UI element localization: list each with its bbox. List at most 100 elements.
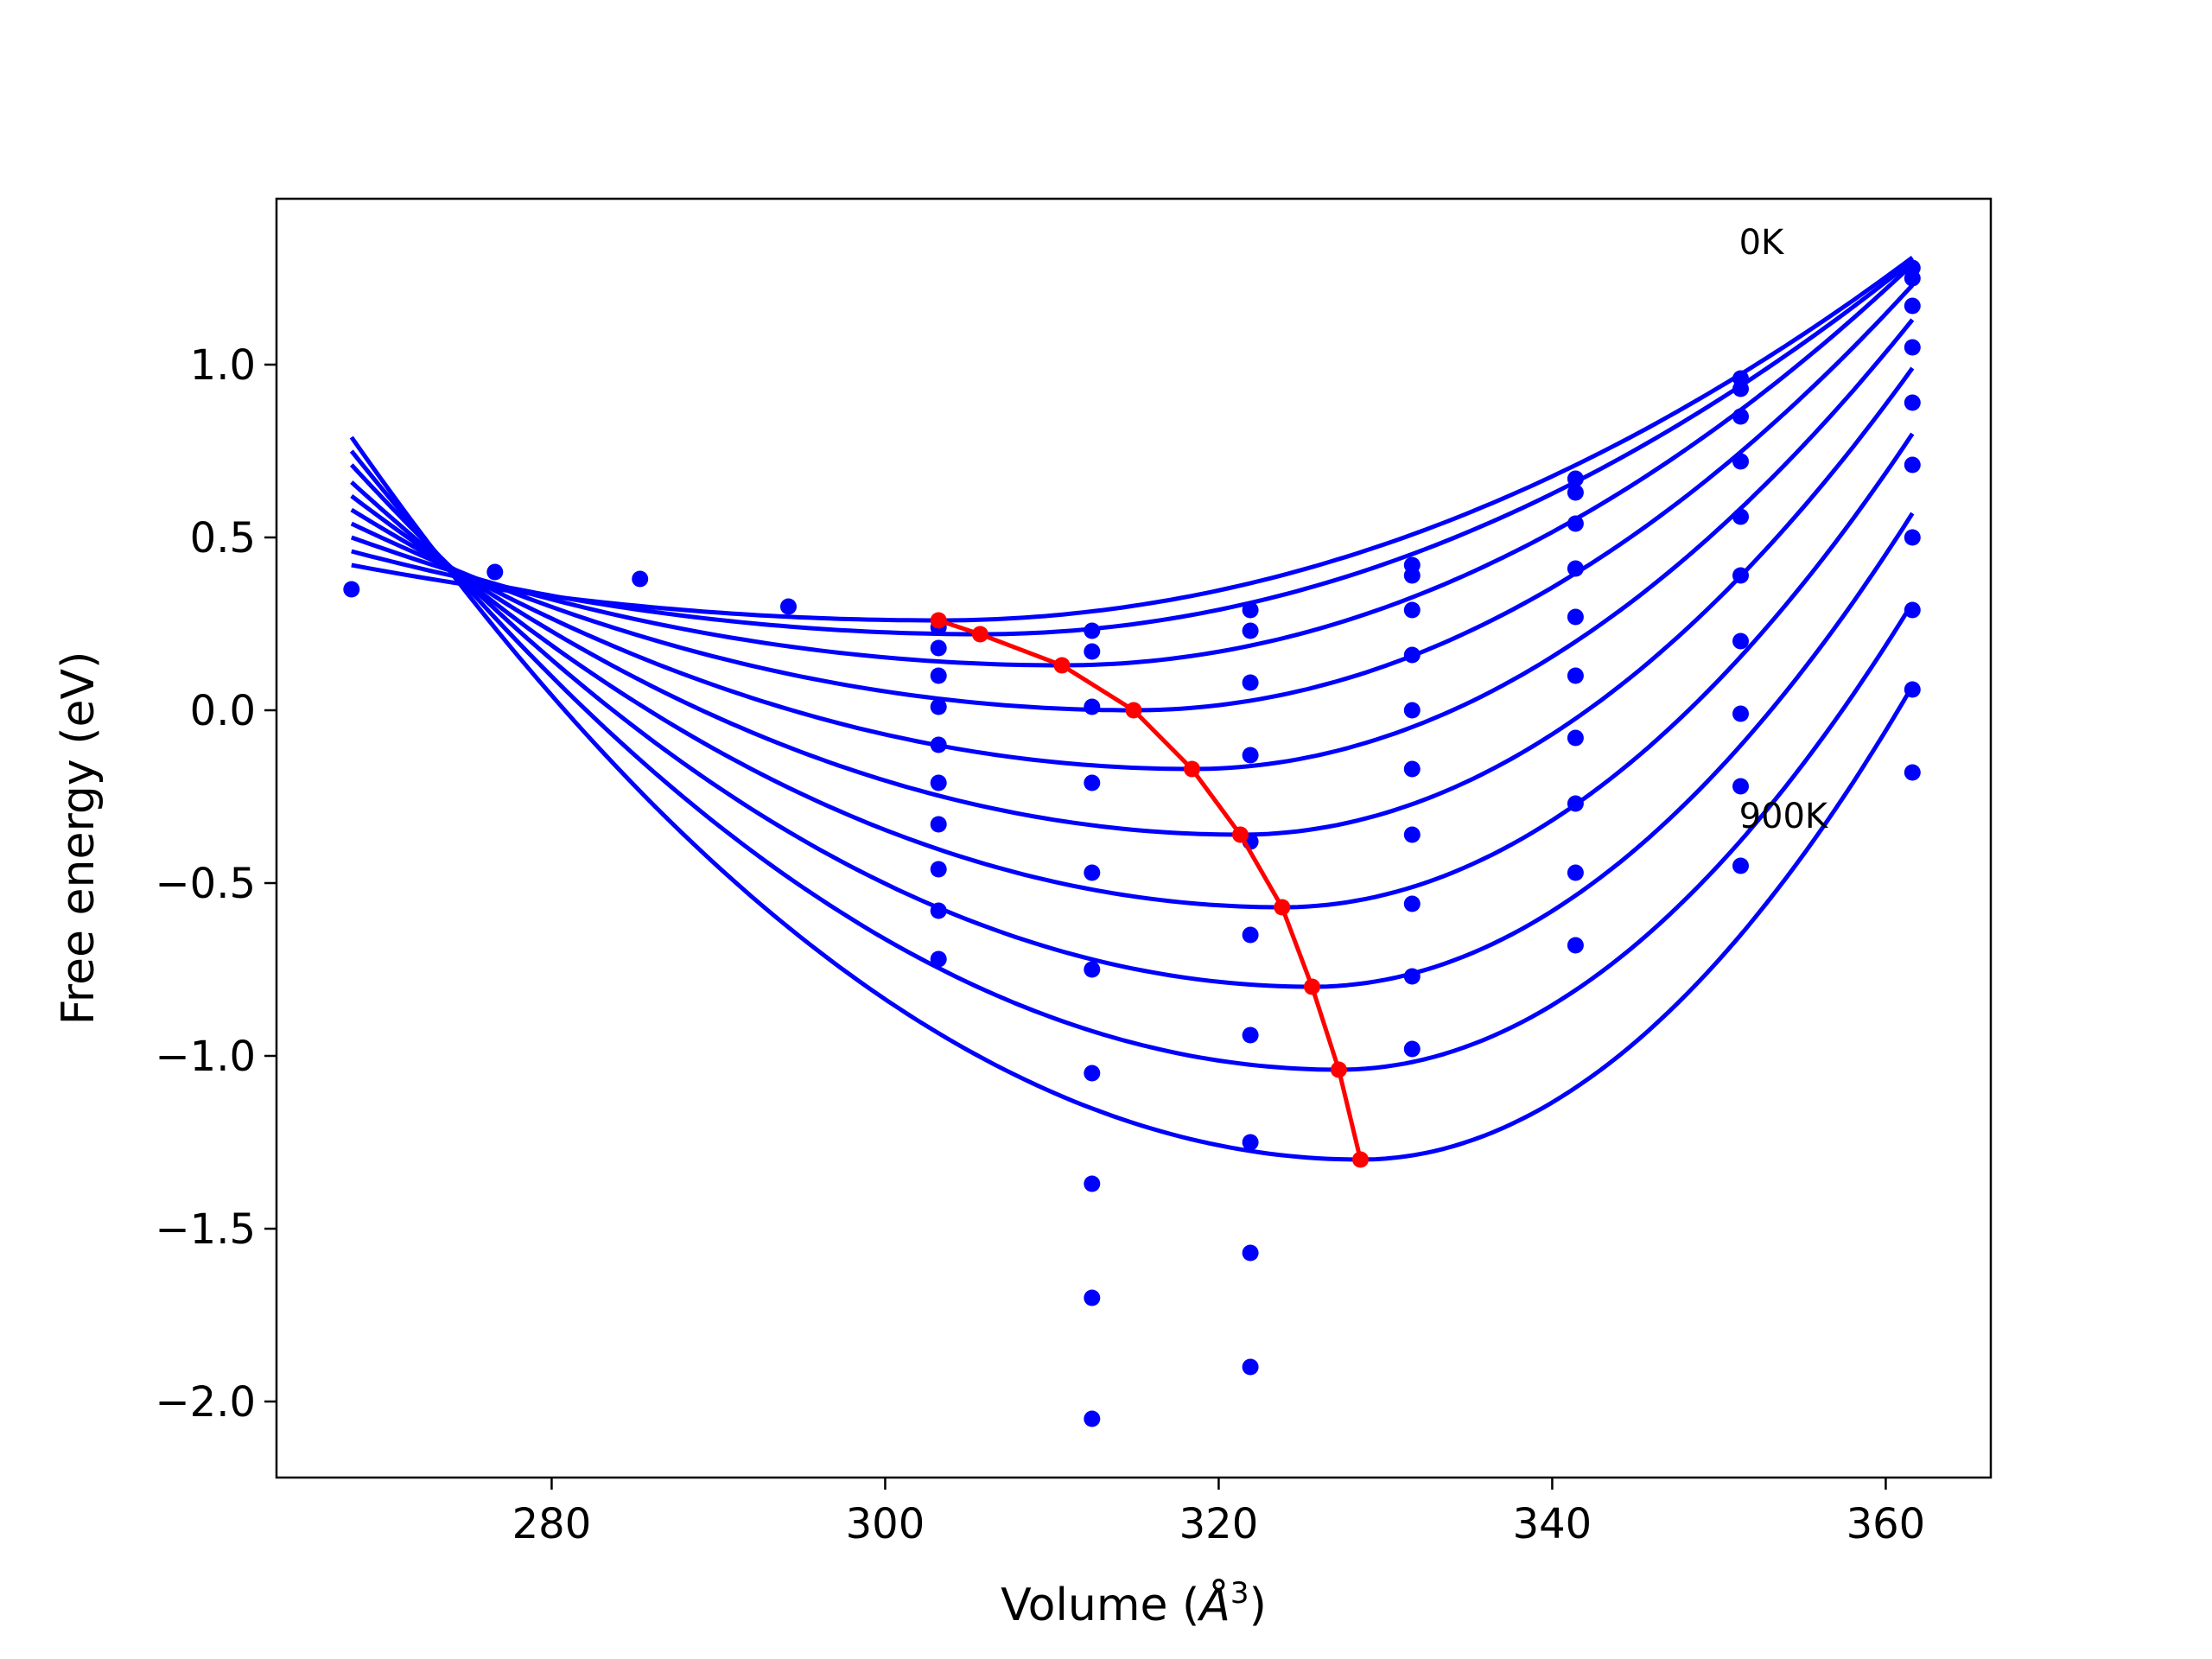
- fitted-curves: [349, 255, 1915, 1162]
- data-point-4-2: [930, 667, 947, 684]
- y-tick-label-3: −0.5: [155, 860, 256, 908]
- fit-curve-6: [350, 432, 1915, 910]
- data-point-8-4: [1567, 608, 1584, 626]
- data-point-7-8: [1403, 968, 1421, 985]
- y-tick-label-2: −1.0: [155, 1033, 256, 1081]
- data-point-10-9: [1904, 764, 1921, 781]
- data-point-9-7: [1732, 705, 1749, 722]
- data-point-8-0: [1567, 470, 1584, 487]
- fit-curve-7: [349, 463, 1915, 989]
- x-tick-label-4: 360: [1847, 1500, 1926, 1548]
- data-point-5-8: [1084, 1289, 1101, 1306]
- y-axis-ticks: −2.0 −1.5 −1.0 −0.5 0.0 0.5 1.0: [155, 341, 276, 1427]
- y-tick-label-0: −2.0: [155, 1378, 256, 1427]
- x-axis-label-symbol: Å: [1197, 1578, 1230, 1631]
- x-tick-label-0: 280: [512, 1500, 592, 1548]
- data-point-6-2: [1242, 674, 1259, 691]
- minima-point-7: [1304, 978, 1320, 995]
- data-point-9-5: [1732, 567, 1749, 584]
- data-point-4-4: [930, 736, 947, 753]
- fit-curve-4: [350, 318, 1915, 772]
- data-point-8-8: [1567, 864, 1584, 881]
- plot-frame: [275, 197, 1993, 1479]
- x-axis-label-close: ): [1249, 1580, 1267, 1631]
- data-point-8-9: [1567, 937, 1584, 954]
- data-point-8-3: [1567, 560, 1584, 577]
- x-tick-label-1: 300: [846, 1500, 925, 1548]
- data-point-6-5: [1242, 926, 1259, 944]
- data-point-5-7: [1084, 1175, 1101, 1192]
- data-point-7-4: [1403, 702, 1421, 719]
- fit-curve-8: [349, 449, 1915, 1072]
- minima-point-4: [1184, 760, 1200, 778]
- annotation-1: 900K: [1739, 797, 1829, 836]
- x-tick-label-3: 340: [1513, 1500, 1592, 1548]
- data-point-5-0: [1084, 622, 1101, 639]
- data-point-8-5: [1567, 667, 1584, 684]
- x-axis-label-text: Volume (: [1001, 1580, 1199, 1631]
- data-point-7-7: [1403, 895, 1421, 912]
- data-point-10-3: [1904, 339, 1921, 356]
- y-tick-label-4: 0.0: [190, 687, 256, 735]
- data-point-6-7: [1242, 1134, 1259, 1151]
- data-point-6-8: [1242, 1244, 1259, 1262]
- data-point-5-1: [1084, 643, 1101, 660]
- data-point-6-0: [1242, 601, 1259, 619]
- data-point-7-5: [1403, 760, 1421, 778]
- fit-curve-9: [349, 435, 1915, 1162]
- data-point-9-2: [1732, 408, 1749, 425]
- data-point-6-6: [1242, 1027, 1259, 1044]
- fit-curve-5: [350, 366, 1915, 837]
- data-point-10-1: [1904, 270, 1921, 287]
- data-point-7-2: [1403, 601, 1421, 619]
- data-point-0-0: [343, 581, 360, 598]
- data-point-8-1: [1567, 484, 1584, 501]
- minima-point-5: [1232, 826, 1249, 843]
- data-point-8-7: [1567, 795, 1584, 812]
- data-point-6-3: [1242, 747, 1259, 764]
- data-point-4-7: [930, 861, 947, 878]
- x-axis-label: Volume (Å3): [1001, 1576, 1267, 1631]
- y-tick-label-1: −1.5: [155, 1205, 256, 1254]
- data-point-9-8: [1732, 778, 1749, 795]
- y-tick-label-6: 1.0: [190, 341, 256, 390]
- data-point-9-9: [1732, 857, 1749, 874]
- data-point-10-5: [1904, 456, 1921, 474]
- minima-point-1: [971, 626, 988, 643]
- data-point-10-8: [1904, 681, 1921, 698]
- data-point-10-2: [1904, 297, 1921, 315]
- x-axis-label-superscript: 3: [1230, 1576, 1249, 1611]
- plot-area: [343, 255, 1921, 1427]
- data-point-4-9: [930, 950, 947, 968]
- data-point-5-4: [1084, 864, 1101, 881]
- data-point-7-9: [1403, 1040, 1421, 1058]
- minima-point-3: [1125, 702, 1142, 719]
- minima-series: [930, 612, 1369, 1168]
- y-axis-label: Free energy (eV): [53, 652, 105, 1026]
- temperature-annotations: 0K 900K: [1739, 223, 1829, 836]
- data-point-4-3: [930, 698, 947, 715]
- data-points: [343, 259, 1921, 1427]
- x-axis-ticks: 280 300 320 340 360: [512, 1478, 1926, 1548]
- data-point-9-1: [1732, 380, 1749, 397]
- minima-point-0: [930, 612, 947, 629]
- fit-curve-2: [350, 263, 1915, 668]
- data-point-4-8: [930, 902, 947, 919]
- data-point-9-4: [1732, 508, 1749, 525]
- data-point-7-6: [1403, 826, 1421, 843]
- minima-point-2: [1053, 657, 1071, 674]
- data-point-10-4: [1904, 394, 1921, 411]
- data-point-7-1: [1403, 567, 1421, 584]
- data-point-9-3: [1732, 453, 1749, 470]
- fit-curve-0: [351, 255, 1914, 623]
- data-point-4-6: [930, 816, 947, 833]
- minima-point-9: [1352, 1151, 1369, 1168]
- data-point-4-1: [930, 639, 947, 657]
- data-point-8-6: [1567, 729, 1584, 747]
- data-point-2-0: [632, 570, 649, 588]
- data-point-6-9: [1242, 1358, 1259, 1376]
- data-point-7-3: [1403, 646, 1421, 664]
- y-tick-label-5: 0.5: [190, 514, 256, 563]
- data-point-10-6: [1904, 529, 1921, 546]
